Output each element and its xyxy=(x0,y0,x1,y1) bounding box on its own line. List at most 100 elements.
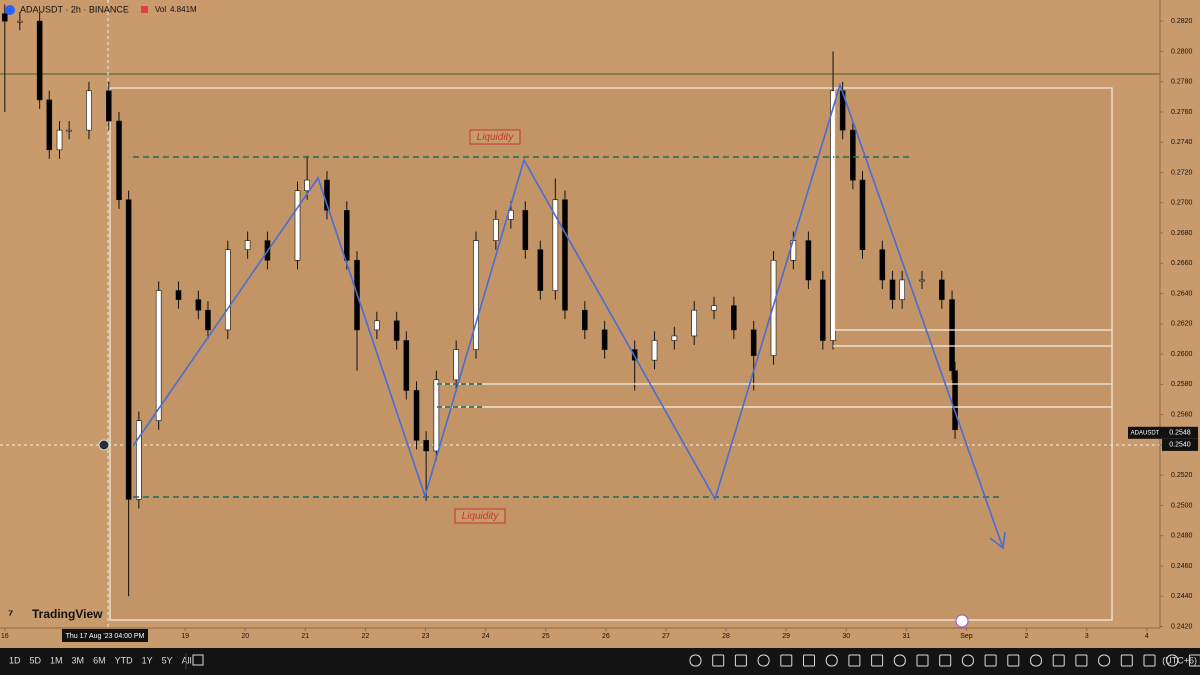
zigzag xyxy=(132,82,1004,549)
date-range-icon[interactable] xyxy=(192,654,204,666)
x-tick-label: 4 xyxy=(1145,633,1149,640)
y-tick-label: 0.2520 xyxy=(1171,472,1193,479)
tool-icon[interactable] xyxy=(1143,654,1156,667)
candle-body xyxy=(244,240,251,250)
x-tick-label: 20 xyxy=(241,633,249,640)
brand-logo: ⁷ xyxy=(8,606,13,621)
candle-body xyxy=(433,379,440,452)
vol-label: Vol xyxy=(155,5,166,14)
y-tick-label: 0.2700 xyxy=(1171,200,1193,207)
candle-body xyxy=(86,90,92,131)
candle-body xyxy=(711,305,717,311)
candle-body xyxy=(175,290,182,300)
tool-icon[interactable] xyxy=(734,654,747,667)
tool-icon[interactable] xyxy=(939,654,952,667)
tool-icon[interactable] xyxy=(689,654,702,667)
annotation: Liquidity xyxy=(462,511,500,522)
tool-icon[interactable] xyxy=(803,654,815,667)
x-tick-label: 25 xyxy=(542,633,550,640)
y-tick-label: 0.2480 xyxy=(1171,533,1193,540)
candle-body xyxy=(522,210,529,250)
timezone[interactable]: (UTC+6) xyxy=(1162,655,1197,665)
candles xyxy=(2,4,958,597)
drawing-tools xyxy=(689,654,1200,667)
candle-body xyxy=(105,90,112,122)
candle-body xyxy=(374,320,380,331)
candle-body xyxy=(731,305,737,331)
tool-icon[interactable] xyxy=(1030,654,1042,667)
x-tick-label: 23 xyxy=(422,633,430,640)
period-button[interactable]: YTD xyxy=(115,655,134,665)
x-tick-label: 31 xyxy=(902,633,910,640)
tool-icon[interactable] xyxy=(1188,654,1200,667)
tool-icon[interactable] xyxy=(1052,654,1065,667)
candle-body xyxy=(552,199,559,291)
tool-icon[interactable] xyxy=(1166,654,1179,667)
candle-body xyxy=(750,329,757,356)
y-tick-label: 0.2500 xyxy=(1171,502,1193,509)
candle-body xyxy=(393,320,400,341)
x-tick-label: 29 xyxy=(782,633,790,640)
y-tick-label: 0.2720 xyxy=(1171,169,1193,176)
period-button[interactable]: 1Y xyxy=(142,655,153,665)
symbol-label-box xyxy=(1128,426,1162,439)
period-button[interactable]: All xyxy=(182,655,192,665)
tool-icon[interactable] xyxy=(848,654,861,667)
y-tick-label: 0.2600 xyxy=(1171,351,1193,358)
candle-body xyxy=(691,309,697,337)
period-button[interactable]: 1M xyxy=(50,655,63,665)
crosshair-handle[interactable] xyxy=(98,439,110,451)
candle-body xyxy=(919,279,925,282)
period-button[interactable]: 3M xyxy=(72,655,85,665)
candle-body xyxy=(453,349,459,381)
candle-body xyxy=(125,199,132,500)
x-tick-label: 24 xyxy=(482,633,490,640)
candle-body xyxy=(136,420,142,500)
tool-icon[interactable] xyxy=(1075,654,1088,667)
candle-body xyxy=(671,335,678,341)
crosshair-date-box xyxy=(62,629,148,642)
tool-icon[interactable] xyxy=(1120,654,1133,667)
candle-body xyxy=(859,179,866,250)
last-price-box xyxy=(1162,426,1198,439)
candle-body xyxy=(205,309,211,331)
y-tick-label: 0.2800 xyxy=(1171,48,1193,55)
annotation: Liquidity xyxy=(477,132,515,143)
status-icon xyxy=(141,6,148,13)
y-tick-label: 0.2820 xyxy=(1171,18,1193,25)
y-tick-label: 0.2440 xyxy=(1171,593,1193,600)
candle-body xyxy=(493,219,499,241)
annotation-box xyxy=(454,508,506,524)
period-button[interactable]: 5D xyxy=(30,655,42,665)
tool-icon[interactable] xyxy=(1007,654,1020,667)
candle-body xyxy=(562,199,568,311)
y-tick-label: 0.2420 xyxy=(1171,623,1193,630)
period-buttons: 1D 5D 1M 3M 6M YTD 1Y 5Y All xyxy=(9,655,192,665)
tool-icon[interactable] xyxy=(712,654,725,667)
y-tick-label: 0.2780 xyxy=(1171,79,1193,86)
toolbar xyxy=(0,648,1200,675)
tool-icon[interactable] xyxy=(825,654,838,667)
tool-icon[interactable] xyxy=(871,654,884,667)
period-button[interactable]: 6M xyxy=(93,655,106,665)
tool-icon[interactable] xyxy=(1098,654,1111,667)
tool-icon[interactable] xyxy=(961,654,974,667)
tool-icon[interactable] xyxy=(757,654,770,667)
candle-body xyxy=(537,249,544,291)
candle-body xyxy=(155,290,162,421)
y-tick-label: 0.2740 xyxy=(1171,139,1193,146)
candle-body xyxy=(939,279,945,300)
period-button[interactable]: 1D xyxy=(9,655,21,665)
tool-icon[interactable] xyxy=(893,654,906,667)
tool-icon[interactable] xyxy=(780,654,793,667)
tool-icon[interactable] xyxy=(984,654,997,667)
symbol-label: ADAUSDT xyxy=(1131,430,1160,436)
arrow-head xyxy=(989,531,1006,550)
alert-icon[interactable] xyxy=(955,614,969,628)
y-tick-label: 0.2640 xyxy=(1171,290,1193,297)
candle-body xyxy=(304,179,310,191)
period-button[interactable]: 5Y xyxy=(162,655,173,665)
tool-icon[interactable] xyxy=(916,654,929,667)
